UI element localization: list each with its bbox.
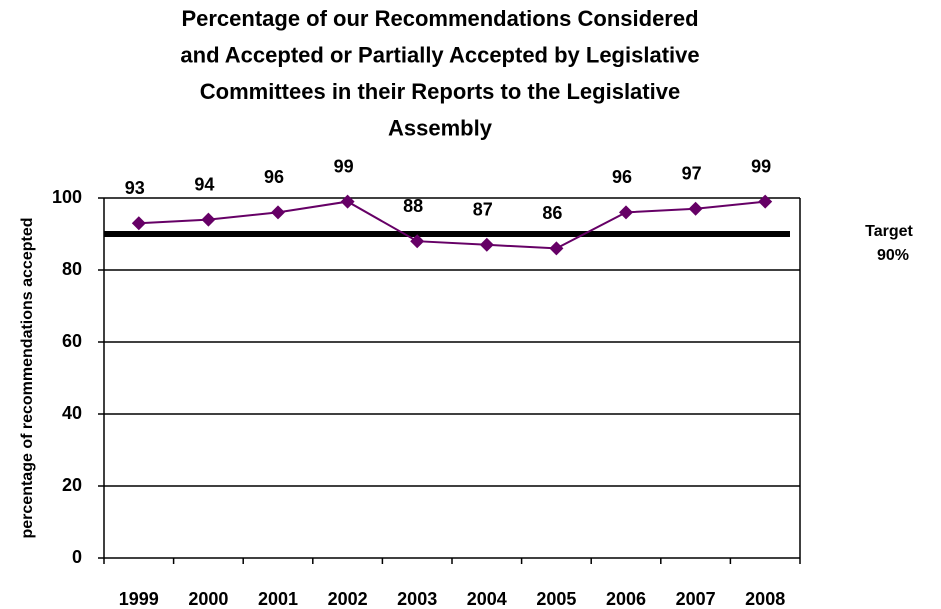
x-tick-label: 2006 [606, 589, 646, 609]
data-point [271, 205, 285, 220]
x-tick-label: 2001 [258, 589, 298, 609]
data-label: 99 [751, 156, 771, 176]
data-point [340, 194, 355, 209]
x-tick-label: 2004 [467, 589, 507, 609]
y-tick-label: 0 [72, 547, 82, 567]
x-tick-label: 1999 [119, 589, 159, 609]
data-label: 99 [334, 156, 354, 176]
y-tick-label: 40 [62, 403, 82, 423]
data-point [201, 212, 216, 227]
data-label: 94 [194, 174, 214, 194]
data-label: 88 [403, 196, 423, 216]
data-label: 96 [612, 167, 632, 187]
data-point [131, 216, 146, 231]
chart-title: Percentage of our Recommendations Consid… [181, 6, 698, 31]
y-axis-title: percentage of recommendations accepted [19, 218, 36, 539]
data-label: 97 [682, 164, 702, 184]
data-line [138, 200, 766, 250]
data-label: 93 [125, 178, 145, 198]
x-tick-label: 2002 [328, 589, 368, 609]
y-tick-label: 60 [62, 331, 82, 351]
data-point [479, 237, 494, 252]
y-tick-label: 80 [62, 259, 82, 279]
x-tick-label: 2000 [188, 589, 228, 609]
chart-title: and Accepted or Partially Accepted by Le… [180, 42, 699, 67]
chart-title: Committees in their Reports to the Legis… [200, 79, 680, 104]
chart-title: Assembly [388, 115, 493, 140]
data-point [410, 234, 425, 249]
x-tick-label: 2007 [676, 589, 716, 609]
data-label: 96 [264, 167, 284, 187]
x-tick-label: 2008 [745, 589, 785, 609]
data-point [619, 205, 633, 220]
data-point [549, 241, 564, 256]
data-point [688, 201, 703, 216]
x-tick-label: 2005 [536, 589, 576, 609]
y-tick-label: 100 [52, 187, 82, 207]
x-tick-label: 2003 [397, 589, 437, 609]
data-label: 87 [473, 200, 493, 220]
target-label: Target [865, 223, 913, 240]
y-tick-label: 20 [62, 475, 82, 495]
target-value-label: 90% [877, 247, 909, 264]
data-point [758, 194, 773, 209]
data-label: 86 [542, 203, 562, 223]
